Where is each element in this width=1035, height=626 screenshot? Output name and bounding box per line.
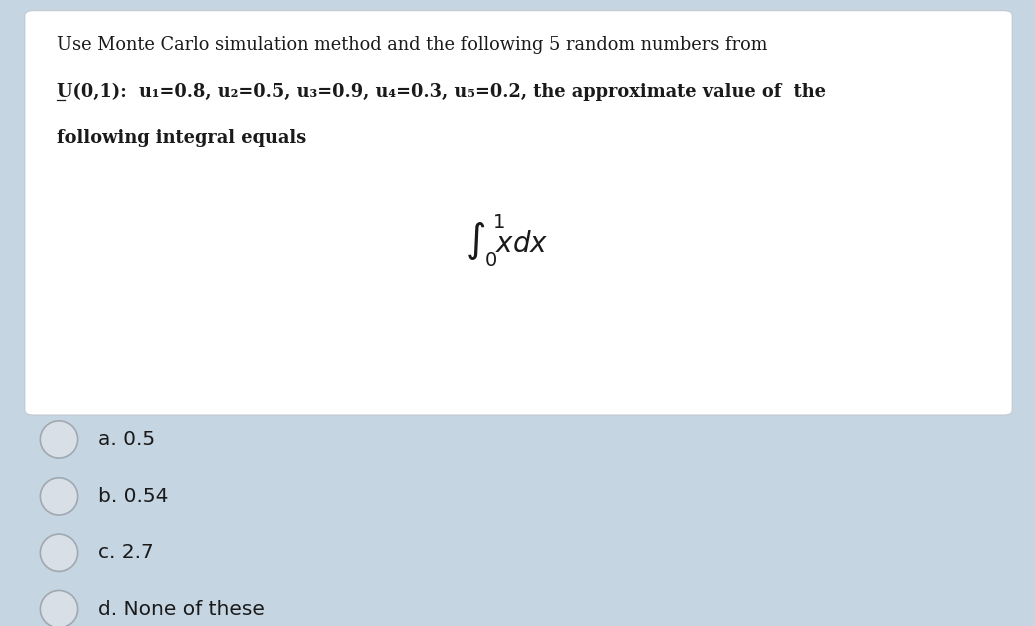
Text: $\int_0^{\,1}\!\!xdx$: $\int_0^{\,1}\!\!xdx$ bbox=[466, 213, 549, 269]
Text: b. 0.54: b. 0.54 bbox=[98, 487, 169, 506]
Ellipse shape bbox=[40, 478, 78, 515]
Text: d. None of these: d. None of these bbox=[98, 600, 265, 618]
Ellipse shape bbox=[40, 421, 78, 458]
Text: c. 2.7: c. 2.7 bbox=[98, 543, 154, 562]
Ellipse shape bbox=[40, 590, 78, 626]
Text: Use Monte Carlo simulation method and the following 5 random numbers from: Use Monte Carlo simulation method and th… bbox=[57, 36, 767, 54]
Text: following integral equals: following integral equals bbox=[57, 129, 306, 147]
Text: U(0,1):  u₁=0.8, u₂=0.5, u₃=0.9, u₄=0.3, u₅=0.2, the approximate value of  the: U(0,1): u₁=0.8, u₂=0.5, u₃=0.9, u₄=0.3, … bbox=[57, 83, 826, 101]
Text: a. 0.5: a. 0.5 bbox=[98, 430, 155, 449]
Ellipse shape bbox=[40, 534, 78, 572]
FancyBboxPatch shape bbox=[25, 11, 1012, 415]
